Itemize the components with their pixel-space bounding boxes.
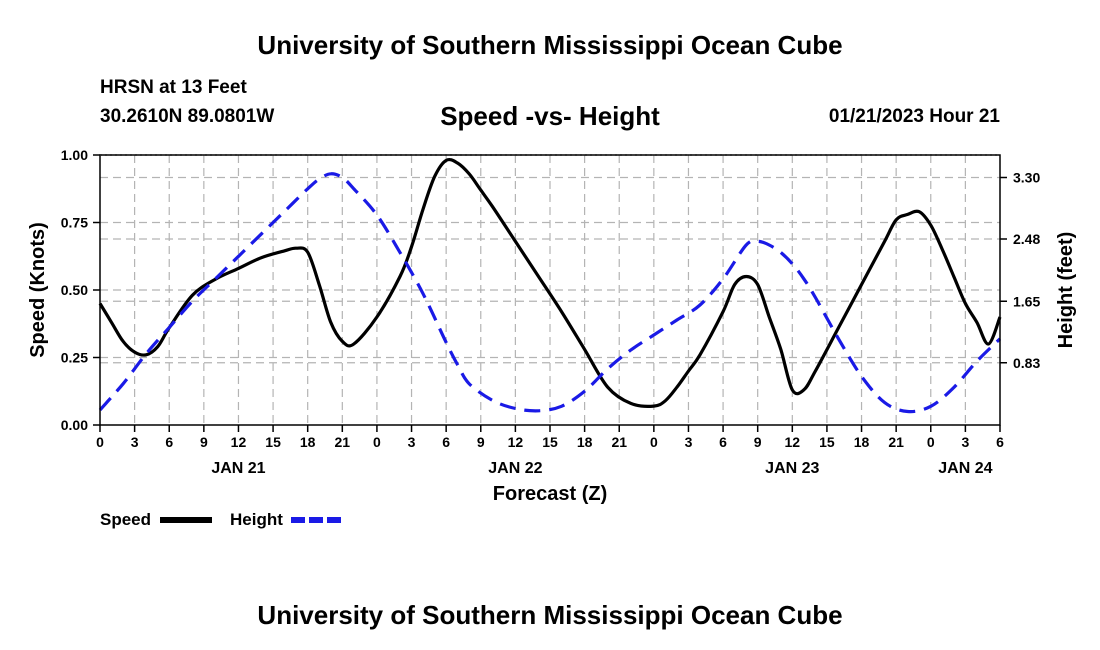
y2-tick-label: 1.65 [1013,293,1040,309]
axes-layer: 0 3 6 9 12 15 18 21 0 3 6 9 12 15 18 21 0 3 6 9 12 15 18 21 0 3 6J… [61,147,1041,477]
x-tick-label: 3 [131,434,139,450]
x-tick-label: 15 [819,434,835,450]
x-tick-label: 9 [200,434,208,450]
chart-title-bottom: University of Southern Mississippi Ocean… [257,600,843,630]
x-tick-label: 9 [754,434,762,450]
x-tick-label: 21 [335,434,351,450]
x-date-label: JAN 21 [211,460,265,477]
x-tick-label: 6 [442,434,450,450]
x-tick-label: 21 [888,434,904,450]
y-axis-title: Speed (Knots) [27,222,49,358]
y-tick-label: 0.25 [61,350,88,366]
x-tick-label: 3 [408,434,416,450]
chart-subtitle: Speed -vs- Height [440,101,660,131]
x-tick-label: 0 [373,434,381,450]
x-tick-label: 15 [542,434,558,450]
x-tick-label: 0 [650,434,658,450]
x-tick-label: 3 [961,434,969,450]
y2-tick-label: 2.48 [1013,231,1040,247]
coordinates-label: 30.2610N 89.0801W [100,106,275,127]
x-tick-label: 15 [265,434,281,450]
y-tick-label: 0.00 [61,417,88,433]
x-tick-label: 12 [231,434,247,450]
grid-lines [100,155,1000,425]
x-tick-label: 0 [96,434,104,450]
x-date-label: JAN 24 [938,460,992,477]
x-tick-label: 3 [685,434,693,450]
x-tick-label: 12 [508,434,524,450]
x-tick-label: 18 [300,434,316,450]
chart-title-top: University of Southern Mississippi Ocean… [257,30,843,60]
x-tick-label: 6 [165,434,173,450]
y2-axis-title: Height (feet) [1055,232,1077,349]
x-tick-label: 18 [854,434,870,450]
x-tick-label: 18 [577,434,593,450]
series-line-height [98,172,1002,414]
legend: Speed Height [100,510,343,529]
x-tick-label: 0 [927,434,935,450]
x-tick-label: 21 [611,434,627,450]
y-tick-label: 0.50 [61,282,88,298]
series-layer [98,157,1002,414]
x-date-label: JAN 23 [765,460,819,477]
x-tick-label: 6 [719,434,727,450]
y-tick-label: 0.75 [61,215,88,231]
x-axis-title: Forecast (Z) [493,483,607,505]
x-tick-label: 12 [785,434,801,450]
y-tick-label: 1.00 [61,147,88,163]
series-line-speed [98,157,1002,408]
legend-height-label: Height [230,510,283,529]
x-tick-label: 6 [996,434,1004,450]
y2-tick-label: 0.83 [1013,355,1040,371]
x-date-label: JAN 22 [488,460,542,477]
legend-speed-label: Speed [100,510,151,529]
y2-tick-label: 3.30 [1013,170,1040,186]
station-label: HRSN at 13 Feet [100,77,247,98]
timestamp-label: 01/21/2023 Hour 21 [828,106,1000,127]
x-tick-label: 9 [477,434,485,450]
